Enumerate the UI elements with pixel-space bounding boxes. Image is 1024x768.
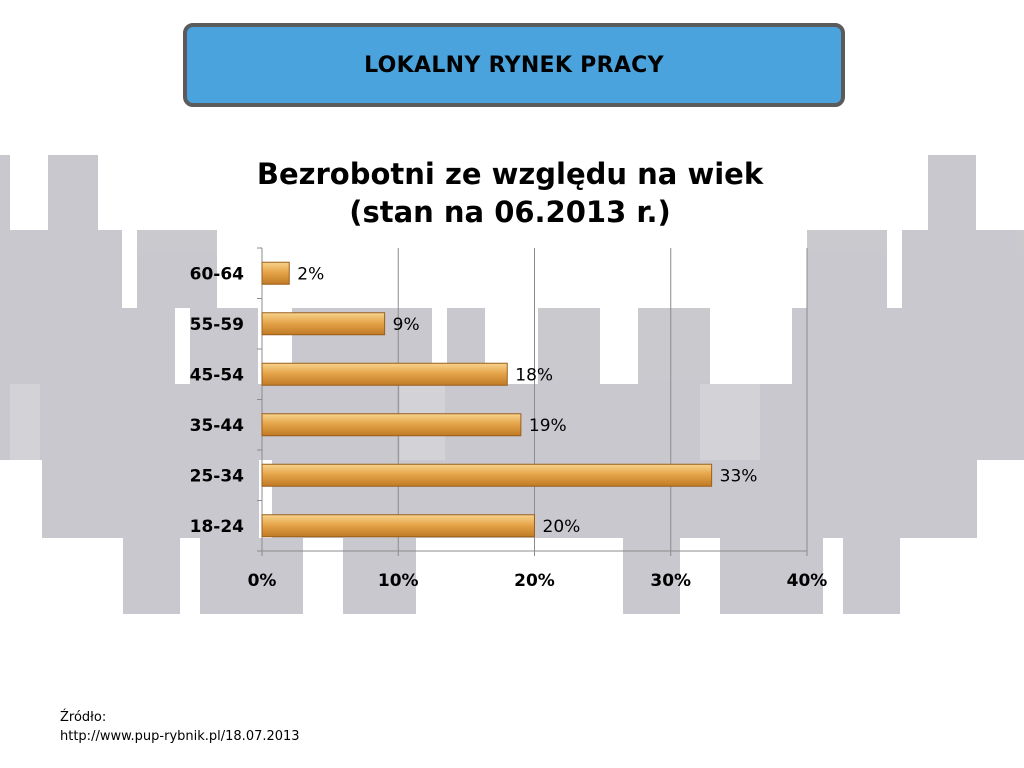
category-label-60-64: 60-64 <box>190 264 245 284</box>
x-tick-label: 10% <box>378 571 419 591</box>
x-tick-label: 0% <box>248 571 277 591</box>
header-banner: LOKALNY RYNEK PRACY <box>183 23 845 107</box>
category-label-35-44: 35-44 <box>190 416 245 436</box>
bar-55-59 <box>261 312 386 336</box>
data-label-35-44: 19% <box>529 416 567 436</box>
data-label-45-54: 18% <box>515 365 553 385</box>
x-tick-label: 20% <box>514 571 555 591</box>
data-label-25-34: 33% <box>720 466 758 486</box>
source-note: Źródło: http://www.pup-rybnik.pl/18.07.2… <box>60 708 300 746</box>
category-label-25-34: 25-34 <box>190 466 245 486</box>
chart-title-line-2: (stan na 06.2013 r.) <box>349 195 671 229</box>
bar-25-34 <box>261 463 713 487</box>
category-label-45-54: 45-54 <box>190 365 245 385</box>
bar-60-64 <box>261 261 290 285</box>
data-label-55-59: 9% <box>393 315 420 335</box>
category-label-55-59: 55-59 <box>190 315 244 335</box>
data-label-60-64: 2% <box>297 264 324 284</box>
chart-title: Bezrobotni ze względu na wiek (stan na 0… <box>160 155 860 231</box>
x-tick-label: 40% <box>787 571 828 591</box>
x-tick-label: 30% <box>650 571 691 591</box>
chart-title-line-1: Bezrobotni ze względu na wiek <box>256 157 764 191</box>
source-label: Źródło: <box>60 710 107 725</box>
bar-45-54 <box>261 362 508 386</box>
data-label-18-24: 20% <box>543 517 581 537</box>
source-url: http://www.pup-rybnik.pl/18.07.2013 <box>60 729 300 744</box>
bar-18-24 <box>261 514 535 538</box>
bar-35-44 <box>261 413 522 437</box>
category-label-18-24: 18-24 <box>190 517 245 537</box>
header-title: LOKALNY RYNEK PRACY <box>364 52 664 78</box>
